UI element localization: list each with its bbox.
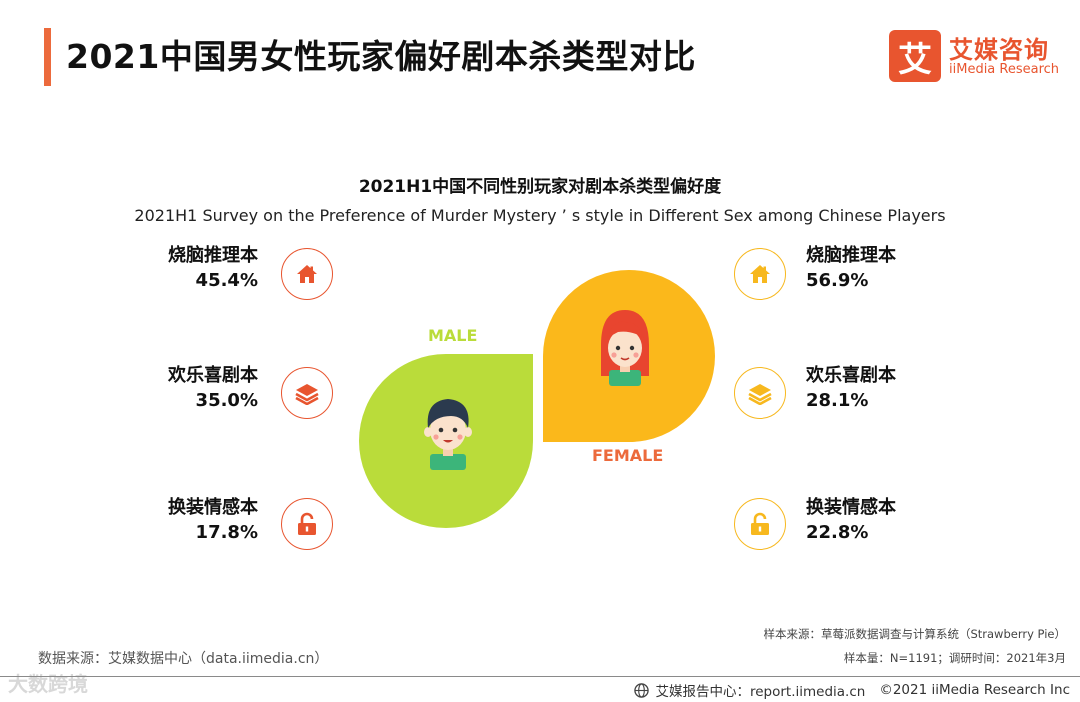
logo-name-en: iiMedia Research	[949, 62, 1060, 77]
globe-icon	[634, 682, 650, 698]
female-item-3-label: 换装情感本	[806, 497, 896, 518]
male-unlock-icon	[281, 498, 333, 550]
unlock-icon	[298, 512, 316, 535]
chart-title: 2021H1中国不同性别玩家对剧本杀类型偏好度	[358, 177, 722, 197]
brand-logo: 艾 艾媒咨询 iiMedia Research	[889, 30, 1059, 82]
male-label: MALE	[428, 326, 478, 345]
male-item-2-value: 35.0%	[195, 390, 258, 411]
gender-teardrop-graphic	[359, 270, 715, 528]
male-item-2: 欢乐喜剧本 35.0%	[98, 363, 258, 413]
unlock-icon	[751, 512, 769, 535]
male-item-3: 换装情感本 17.8%	[98, 495, 258, 545]
sample-source-note: 样本来源：草莓派数据调查与计算系统（Strawberry Pie）	[763, 627, 1066, 641]
logo-mark: 艾	[889, 30, 941, 82]
logo-name-cn: 艾媒咨询	[949, 36, 1049, 64]
female-item-2-label: 欢乐喜剧本	[806, 365, 896, 386]
footer-credits: 艾媒报告中心：report.iimedia.cn ©2021 iiMedia R…	[634, 680, 1070, 700]
male-item-1: 烧脑推理本 45.4%	[98, 243, 258, 293]
male-item-3-value: 17.8%	[195, 522, 258, 543]
female-layers-icon	[734, 367, 786, 419]
female-house-icon	[734, 248, 786, 300]
female-item-1-value: 56.9%	[806, 270, 869, 291]
male-avatar-icon	[424, 399, 472, 470]
male-item-1-value: 45.4%	[195, 270, 258, 291]
male-item-1-label: 烧脑推理本	[168, 245, 258, 266]
layers-icon	[295, 384, 319, 405]
female-item-2-value: 28.1%	[806, 390, 869, 411]
female-label: FEMALE	[592, 446, 664, 465]
chart-subtitle: 2021H1 Survey on the Preference of Murde…	[134, 206, 946, 225]
sample-size-note: 样本量：N=1191；调研时间：2021年3月	[843, 651, 1066, 665]
female-item-3: 换装情感本 22.8%	[806, 495, 966, 545]
data-source: 数据来源：艾媒数据中心（data.iimedia.cn）	[38, 651, 329, 667]
house-icon	[297, 265, 317, 283]
report-center-link[interactable]: 艾媒报告中心：report.iimedia.cn	[655, 684, 866, 700]
watermark: 大数跨境	[8, 672, 88, 696]
title-accent-bar	[44, 28, 51, 86]
male-item-3-label: 换装情感本	[168, 497, 258, 518]
male-layers-icon	[281, 367, 333, 419]
female-item-1: 烧脑推理本 56.9%	[806, 243, 966, 293]
house-icon	[750, 265, 770, 283]
female-unlock-icon	[734, 498, 786, 550]
female-avatar-icon	[601, 310, 649, 386]
female-item-3-value: 22.8%	[806, 522, 869, 543]
layers-icon	[748, 384, 772, 405]
copyright: ©2021 iiMedia Research Inc	[879, 682, 1070, 698]
female-item-1-label: 烧脑推理本	[806, 245, 896, 266]
male-item-2-label: 欢乐喜剧本	[168, 365, 258, 386]
male-house-icon	[281, 248, 333, 300]
footer-divider	[0, 676, 1080, 677]
page-title: 2021中国男女性玩家偏好剧本杀类型对比	[66, 37, 696, 76]
female-item-2: 欢乐喜剧本 28.1%	[806, 363, 966, 413]
